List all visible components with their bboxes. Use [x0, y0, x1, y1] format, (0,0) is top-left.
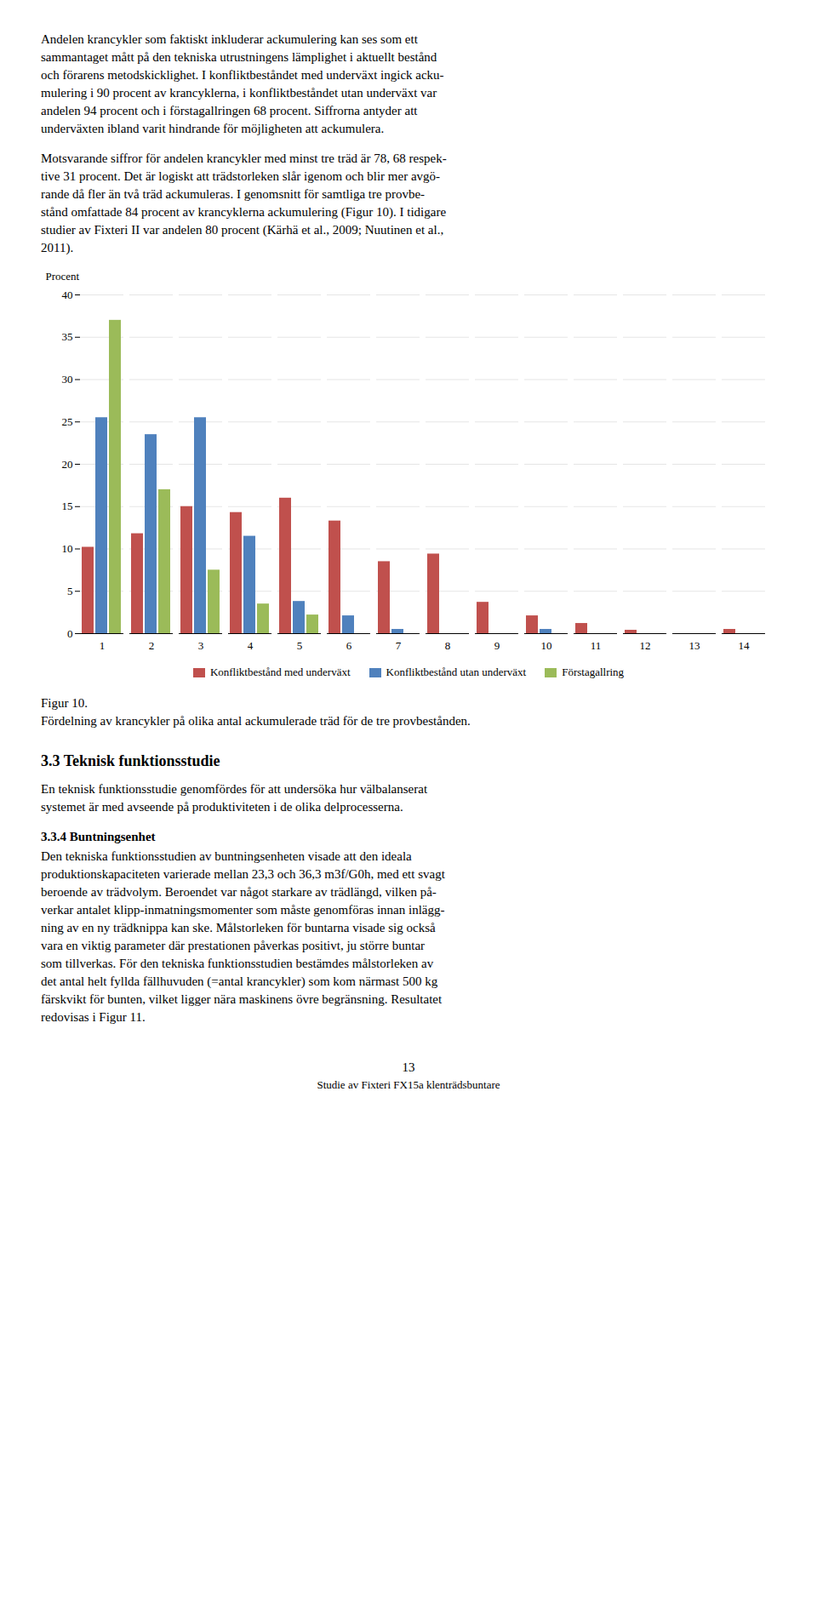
html-text:underväxten ibland varit hindr: underväxten ibland varit hindrande för m… — [40, 121, 384, 136]
html-text:som tillverkas. För den teknis: som tillverkas. För den tekniska funktio… — [40, 956, 434, 971]
html-text:andelen 94 procent och i först: andelen 94 procent och i förstagallringe… — [40, 103, 418, 118]
html-text:Motsvarande siffror för andele: Motsvarande siffror för andelen krancykl… — [40, 151, 447, 166]
svg-text:40: 40 — [62, 288, 74, 302]
html-text:3.3.4 Buntningsenhet: 3.3.4 Buntningsenhet — [40, 829, 156, 844]
svg-text:Procent: Procent — [45, 269, 80, 283]
svg-text:9: 9 — [494, 639, 501, 652]
svg-text:0: 0 — [67, 627, 74, 640]
svg-text:12: 12 — [639, 639, 652, 652]
svg-text:35: 35 — [62, 330, 74, 343]
svg-text:20: 20 — [62, 457, 74, 471]
svg-text:2: 2 — [148, 639, 155, 652]
html-text:stånd omfattade 84 procent av: stånd omfattade 84 procent av krancykler… — [40, 205, 447, 219]
svg-text:6: 6 — [346, 639, 353, 652]
html-text:det antal helt fyllda fällhuvu: det antal helt fyllda fällhuvuden (=anta… — [40, 974, 438, 989]
html-text:3.3 Teknisk funktionsstudie: 3.3 Teknisk funktionsstudie — [40, 752, 221, 770]
html-text:tive 31 procent. Det är logisk: tive 31 procent. Det är logiskt att träd… — [40, 169, 440, 183]
html-text:verkar antalet klipp-inmatning: verkar antalet klipp-inmatningsmomenter … — [40, 902, 445, 917]
html-text:Studie av Fixteri FX15a klentr: Studie av Fixteri FX15a klenträdsbuntare — [316, 1078, 501, 1092]
svg-text:10: 10 — [62, 542, 74, 555]
svg-text:5: 5 — [297, 639, 303, 652]
svg-text:14: 14 — [738, 639, 751, 652]
svg-text:8: 8 — [445, 639, 452, 652]
html-text:2011).: 2011). — [40, 240, 74, 255]
html-text:Konfliktbestånd utan underväxt: Konfliktbestånd utan underväxt — [385, 665, 527, 679]
html-text:mulering i 90 procent av kranc: mulering i 90 procent av krancyklerna, i… — [40, 85, 437, 100]
html-text:studier av Fixteri II var ande: studier av Fixteri II var andelen 80 pro… — [40, 222, 444, 237]
svg-text:15: 15 — [62, 499, 74, 513]
html-text:färskvikt för bunten, vilket l: färskvikt för bunten, vilket ligger nära… — [40, 992, 442, 1006]
html-text:och förarens metodskicklighet.: och förarens metodskicklighet. I konflik… — [40, 68, 444, 82]
svg-text:13: 13 — [689, 639, 701, 652]
html-text:rande då fler än två träd acku: rande då fler än två träd ackumuleras. I… — [40, 187, 425, 201]
html-text:Förstagallring: Förstagallring — [561, 665, 624, 679]
svg-text:10: 10 — [541, 639, 553, 652]
html-text:Konfliktbestånd med underväxt: Konfliktbestånd med underväxt — [210, 665, 351, 679]
html-text:Andelen krancykler som faktisk: Andelen krancykler som faktiskt inkluder… — [40, 32, 418, 46]
html-text:Figur 10.: Figur 10. — [40, 696, 88, 710]
html-text:ning av en ny trädknippa kan s: ning av en ny trädknippa kan ske. Målsto… — [40, 920, 436, 935]
svg-text:25: 25 — [62, 415, 74, 429]
svg-text:4: 4 — [247, 639, 254, 652]
html-text:beroende av trädvolym. Beroend: beroende av trädvolym. Beroendet var någ… — [40, 885, 437, 899]
html-text:13: 13 — [402, 1060, 415, 1075]
html-text:Fördelning av krancykler på ol: Fördelning av krancykler på olika antal … — [40, 714, 471, 728]
html-text:redovisas i Figur 11.: redovisas i Figur 11. — [40, 1010, 146, 1024]
html-text:vara en viktig parameter där p: vara en viktig parameter där prestatione… — [40, 938, 425, 953]
html-text:Den tekniska funktionsstudien: Den tekniska funktionsstudien av buntnin… — [40, 849, 412, 863]
svg-text:7: 7 — [395, 639, 402, 652]
svg-text:11: 11 — [590, 639, 602, 652]
svg-text:5: 5 — [67, 584, 74, 598]
html-text:En teknisk funktionsstudie gen: En teknisk funktionsstudie genomfördes f… — [40, 782, 428, 796]
html-text:produktionskapaciteten variera: produktionskapaciteten varierade mellan … — [40, 867, 446, 881]
svg-text:1: 1 — [99, 639, 106, 652]
html-text:systemet är med avseende på pr: systemet är med avseende på produktivite… — [40, 799, 404, 814]
svg-text:3: 3 — [198, 639, 205, 652]
svg-text:30: 30 — [62, 372, 74, 386]
html-text:sammantaget mått på den teknis: sammantaget mått på den tekniska utrustn… — [40, 50, 437, 64]
